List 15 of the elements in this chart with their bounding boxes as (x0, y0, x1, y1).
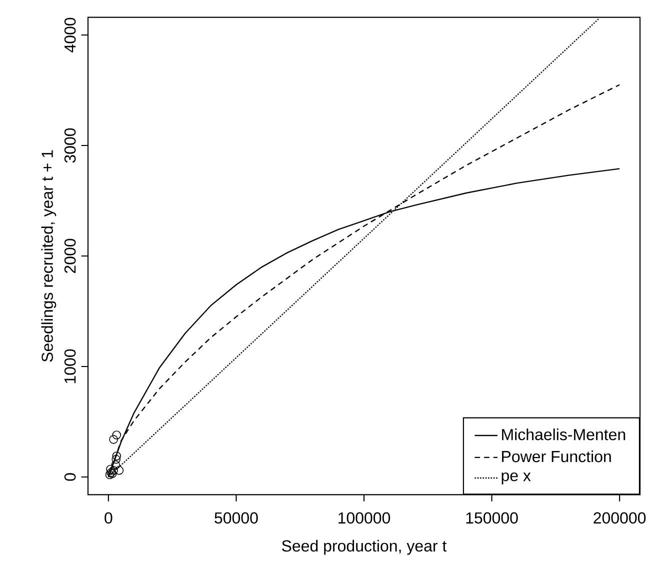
y-tick-label: 4000 (64, 18, 76, 52)
y-axis-title: Seedlings recruited, year t + 1 (41, 150, 56, 362)
y-tick-label: 3000 (64, 128, 76, 163)
legend-label: Michaelis-Menten (502, 428, 626, 440)
x-tick-label: 150000 (466, 512, 518, 524)
legend-label: pe x (502, 472, 531, 484)
x-tick-label: 200000 (594, 512, 646, 524)
y-tick-label: 2000 (64, 238, 76, 274)
x-axis-title: Seed production, year t (282, 540, 447, 555)
y-tick-label: 0 (64, 473, 76, 481)
y-tick-label: 1000 (64, 349, 76, 384)
x-tick-label: 0 (104, 512, 112, 524)
legend-label: Power Function (502, 450, 611, 462)
x-tick-label: 50000 (214, 512, 258, 524)
x-tick-label: 100000 (338, 512, 390, 524)
